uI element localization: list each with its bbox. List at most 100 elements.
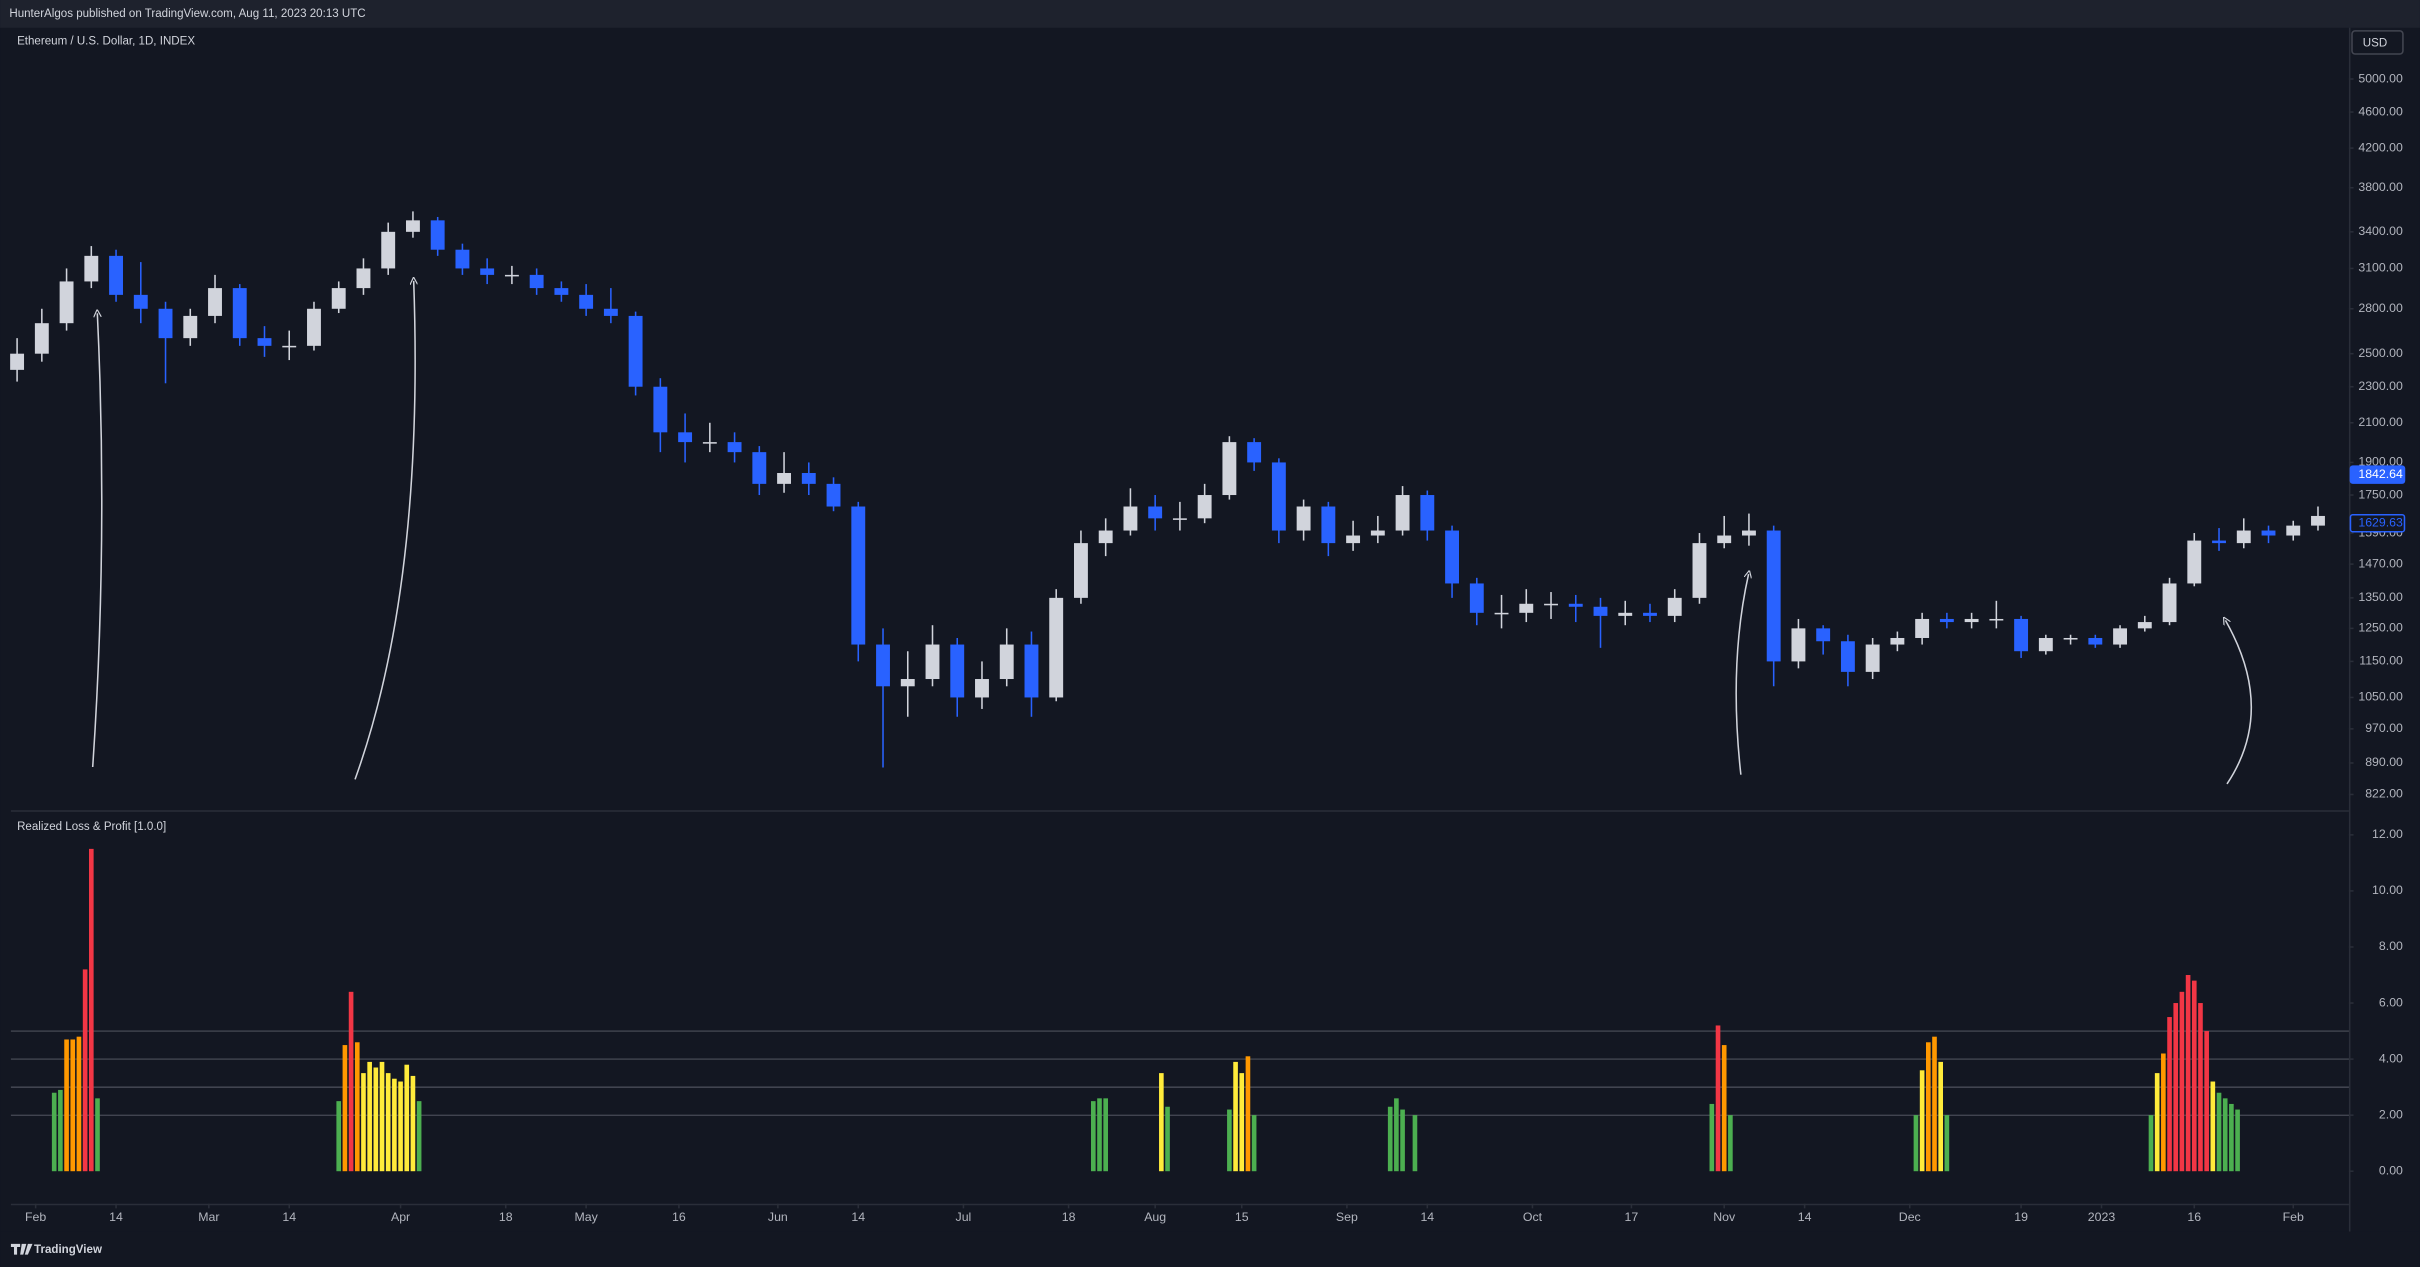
x-tick-label: 14 — [1798, 1210, 1812, 1224]
candle-body — [653, 386, 668, 433]
candle-body — [1865, 644, 1880, 672]
y-tick-label: 1470.00 — [2358, 556, 2403, 570]
candle-body — [1247, 442, 1262, 463]
bar — [2167, 1017, 2172, 1172]
candle-body — [975, 679, 989, 698]
bar — [1412, 1115, 1418, 1172]
candle-body — [2137, 622, 2152, 629]
candle-body — [405, 220, 420, 232]
currency-label[interactable]: USD — [2363, 37, 2387, 49]
x-tick-label: 18 — [1062, 1210, 1076, 1224]
bar — [2179, 991, 2185, 1172]
candle-body — [1370, 530, 1385, 536]
candle-body — [455, 249, 470, 269]
candle-body — [1890, 637, 1905, 645]
candle-body — [1791, 628, 1806, 662]
candle-body — [307, 308, 321, 346]
x-tick-label: 18 — [499, 1210, 513, 1224]
bar — [416, 1101, 422, 1172]
candle-body — [1964, 618, 1979, 623]
candle-body — [1494, 612, 1509, 615]
candle-body — [801, 473, 816, 484]
bar — [348, 991, 354, 1172]
arrow — [2225, 620, 2253, 785]
candle-body — [1395, 495, 1410, 531]
candle-body — [1123, 506, 1138, 531]
price-tag-label: 1842.64 — [2358, 467, 2403, 481]
x-tick-label: May — [574, 1210, 598, 1224]
bar — [1233, 1061, 1238, 1172]
candle-body — [1840, 641, 1855, 672]
candle-body — [1148, 506, 1163, 519]
x-tick-label: 16 — [2187, 1210, 2201, 1224]
indicator-title: Realized Loss & Profit [1.0.0] — [17, 821, 166, 833]
bar — [70, 1039, 76, 1172]
y-tick-label: 5000.00 — [2358, 71, 2403, 85]
y-tick-label: 8.00 — [2379, 939, 2403, 953]
candle-body — [925, 644, 940, 680]
x-tick-label: Mar — [198, 1210, 219, 1224]
bar — [354, 1042, 360, 1172]
candle-body — [1346, 535, 1361, 544]
x-tick-label: Sep — [1336, 1210, 1358, 1224]
candle-body — [2187, 540, 2202, 584]
candle-body — [826, 483, 841, 507]
candle-body — [2162, 583, 2177, 623]
candle-body — [2113, 628, 2128, 645]
candle-body — [2212, 540, 2226, 544]
bar — [367, 1061, 372, 1172]
y-tick-label: 970.00 — [2365, 721, 2403, 735]
bar — [361, 1073, 366, 1172]
bar — [2235, 1109, 2240, 1172]
candle-body — [1692, 543, 1707, 598]
candle-body — [554, 288, 569, 295]
bar — [1938, 1061, 1944, 1172]
candle-body — [2063, 637, 2078, 640]
bar — [379, 1061, 385, 1172]
candle-body — [10, 353, 25, 370]
bar — [64, 1039, 69, 1172]
bar — [1913, 1115, 1919, 1172]
y-tick-label: 3100.00 — [2358, 261, 2403, 275]
bar — [1165, 1106, 1170, 1172]
candle-body — [133, 294, 148, 309]
price-tag — [2349, 514, 2406, 533]
candle-body — [2311, 515, 2325, 526]
candle-body — [1544, 603, 1558, 606]
bar — [2222, 1098, 2228, 1172]
bar — [385, 1073, 391, 1172]
candle-body — [603, 308, 618, 316]
candle-body — [232, 288, 247, 339]
y-tick-label: 0.00 — [2379, 1163, 2403, 1177]
arrow — [354, 281, 415, 780]
bar — [1387, 1106, 1393, 1172]
x-tick-label: Jul — [956, 1210, 972, 1224]
bar — [1239, 1073, 1245, 1172]
bar — [1932, 1036, 1937, 1172]
candle-body — [183, 315, 198, 339]
x-tick-label: 14 — [282, 1210, 296, 1224]
candle-body — [2014, 618, 2029, 652]
bar — [2198, 1003, 2203, 1172]
candle-body — [851, 506, 866, 645]
candle-body — [1568, 603, 1583, 607]
bar — [2210, 1081, 2216, 1172]
y-tick-label: 4200.00 — [2358, 140, 2403, 154]
bar — [336, 1101, 342, 1172]
y-tick-label: 12.00 — [2372, 827, 2403, 841]
currency-box[interactable] — [2351, 30, 2404, 55]
bar — [2191, 980, 2197, 1172]
bar — [1097, 1098, 1102, 1172]
bar — [95, 1098, 100, 1172]
candle-body — [1197, 495, 1212, 519]
candle-body — [1915, 618, 1930, 638]
x-tick-label: 19 — [2014, 1210, 2028, 1224]
bar — [2173, 1003, 2179, 1172]
y-tick-label: 2300.00 — [2358, 379, 2403, 393]
x-tick-label: Jun — [768, 1210, 788, 1224]
bar — [2229, 1103, 2234, 1172]
x-tick-label: Nov — [1713, 1210, 1736, 1224]
x-tick-label: 14 — [851, 1210, 865, 1224]
candle-body — [282, 345, 297, 348]
bar — [1919, 1070, 1925, 1172]
